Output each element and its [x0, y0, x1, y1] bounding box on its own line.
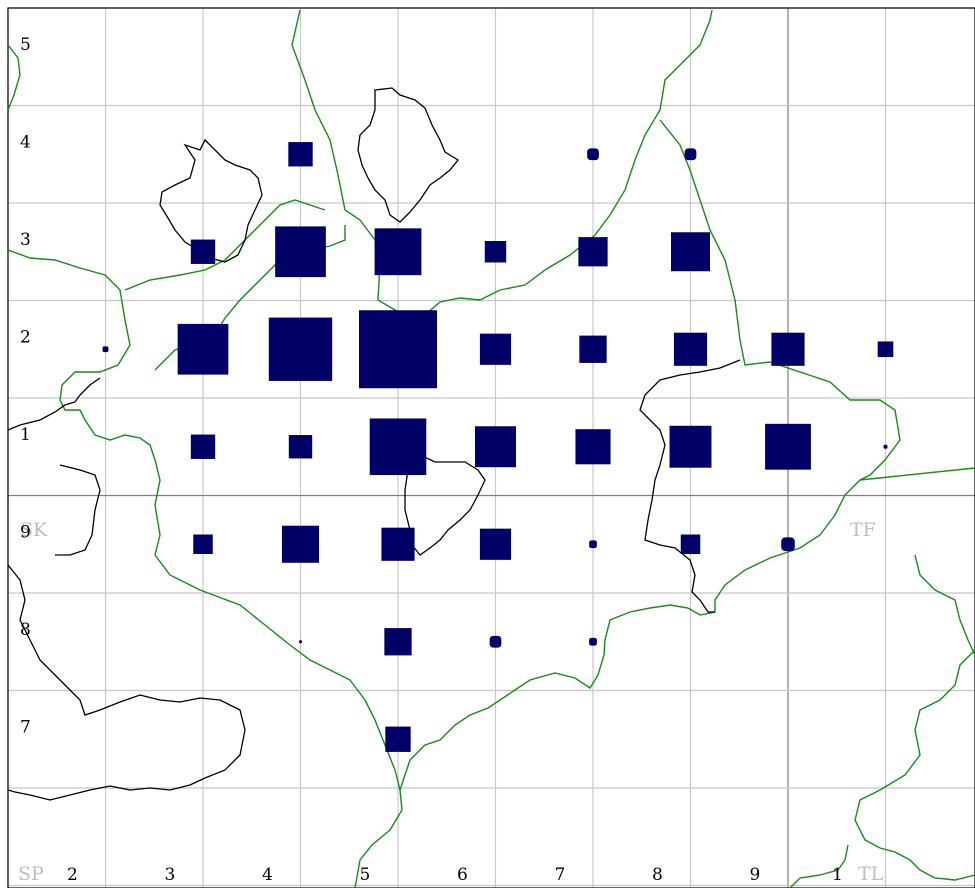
record-square [765, 423, 811, 470]
record-square [369, 418, 427, 476]
record-square [587, 148, 599, 161]
record-square [578, 237, 608, 267]
record-square [385, 726, 411, 752]
record-square [384, 628, 412, 656]
record-square [669, 425, 712, 468]
easting-label: 5 [360, 865, 371, 885]
record-square [589, 637, 597, 646]
easting-label: 6 [457, 865, 468, 885]
record-square [484, 241, 507, 263]
northing-label: 7 [20, 718, 31, 738]
square-label-tl: TL [858, 863, 884, 885]
record-square [877, 341, 894, 358]
northing-label: 8 [20, 620, 31, 640]
record-square [190, 434, 216, 459]
northing-label: 4 [20, 133, 31, 153]
square-label-sk: SK [20, 519, 48, 541]
left-axis-labels: 5 4 3 2 1 9 8 7 [20, 35, 31, 738]
black-boundaries [7, 87, 741, 801]
easting-label: 7 [555, 865, 566, 885]
green-boundaries [7, 9, 975, 888]
map-frame [7, 7, 975, 888]
northing-label: 9 [20, 523, 31, 543]
record-square [190, 239, 216, 264]
record-square [374, 228, 422, 276]
record-square [275, 226, 326, 278]
record-square [771, 332, 805, 366]
record-square [381, 527, 415, 561]
record-square [359, 310, 437, 389]
record-square [299, 640, 302, 644]
record-square [281, 525, 320, 563]
record-square [579, 335, 607, 363]
record-square [589, 540, 597, 549]
record-square [475, 426, 516, 468]
easting-label: 9 [750, 865, 761, 885]
record-square [489, 635, 502, 648]
northing-label: 1 [20, 425, 31, 445]
northing-label: 5 [20, 35, 31, 55]
record-square [268, 317, 333, 381]
record-square [177, 323, 229, 375]
easting-label: 3 [165, 865, 176, 885]
record-square [684, 148, 697, 161]
record-square [680, 534, 701, 554]
square-label-sp: SP [18, 863, 44, 885]
grid-lines [7, 7, 975, 888]
square-label-tf: TF [850, 519, 876, 541]
record-square [479, 333, 512, 365]
easting-label: 8 [652, 865, 663, 885]
record-square [288, 142, 313, 167]
record-square [671, 232, 710, 272]
record-square [102, 346, 109, 353]
species-record-squares [102, 142, 894, 752]
record-square [781, 537, 795, 552]
easting-label: 1 [832, 865, 843, 885]
bottom-axis-labels: 2 3 4 5 6 7 8 9 1 [67, 865, 843, 885]
record-square [673, 332, 708, 366]
record-square [288, 435, 313, 459]
easting-label: 4 [262, 865, 273, 885]
easting-label: 2 [67, 865, 78, 885]
record-square [575, 429, 611, 465]
northing-label: 2 [20, 328, 31, 348]
northing-label: 3 [20, 230, 31, 250]
record-square [883, 444, 888, 449]
record-square [193, 534, 213, 554]
record-square [479, 528, 512, 560]
